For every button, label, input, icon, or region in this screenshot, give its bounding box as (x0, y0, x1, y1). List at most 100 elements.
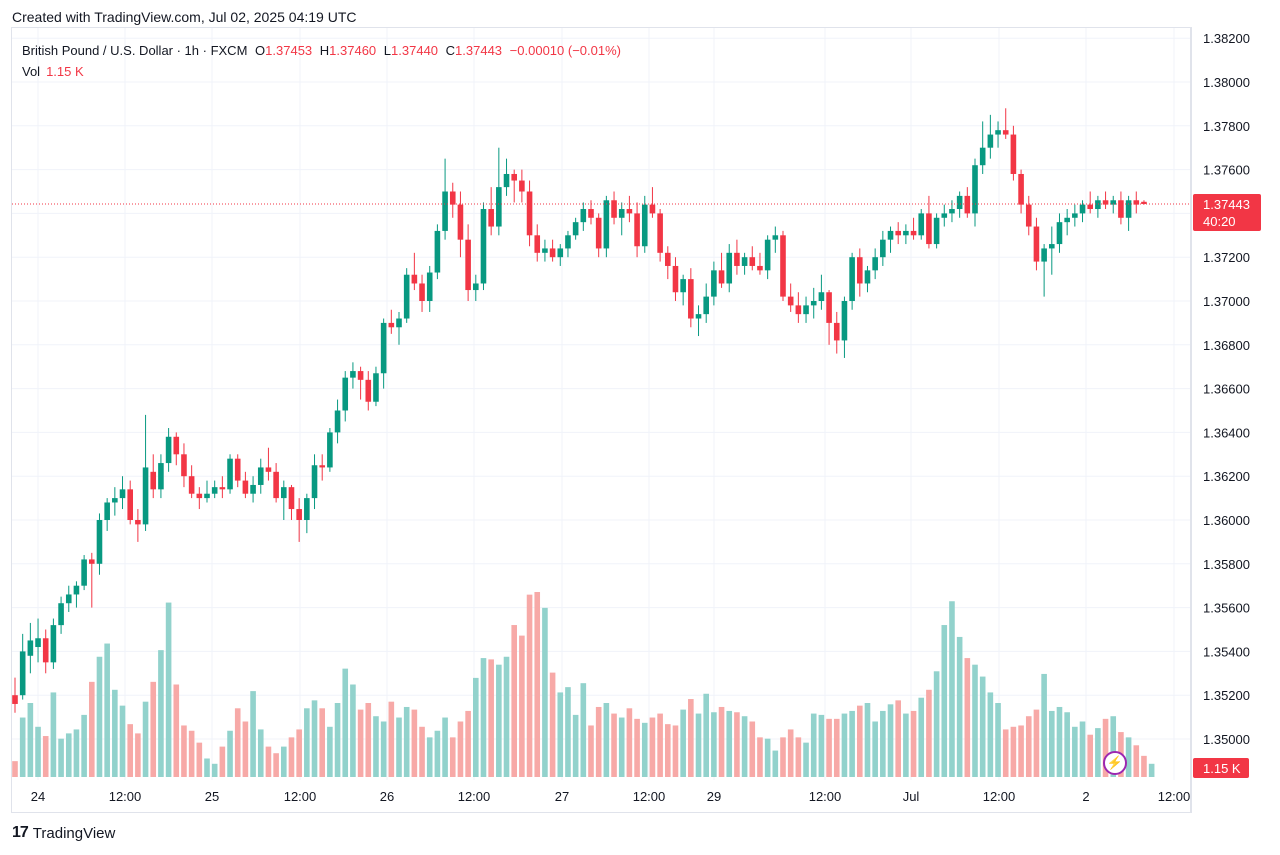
x-tick-label: 12:00 (109, 789, 142, 804)
candle-body (1095, 200, 1101, 210)
time-axis: 24 12:00 25 12:00 26 12:00 27 12:00 29 12:00 Jul 12… (31, 789, 1191, 804)
volume-bar (426, 737, 433, 777)
candle (257, 458, 264, 494)
candle (373, 366, 379, 407)
candle (672, 257, 679, 301)
volume-bar (810, 713, 817, 777)
volume-bar (142, 701, 149, 777)
volume-bar (857, 705, 863, 777)
volume-bar (327, 726, 333, 777)
candle (956, 191, 963, 218)
candle-body (449, 191, 456, 205)
volume-bar (196, 742, 203, 777)
candle (926, 195, 932, 249)
last-price-badge (1193, 194, 1261, 231)
candle-body (979, 147, 986, 166)
candle (903, 224, 909, 245)
candle-body (234, 458, 241, 481)
chart-pane[interactable] (11, 27, 1191, 813)
candle (350, 362, 356, 389)
volume-bar (1056, 706, 1063, 777)
lightning-icon[interactable]: ⚡ (1103, 751, 1127, 775)
candle-body (211, 487, 218, 494)
candle-body (35, 638, 41, 648)
candle-body (142, 467, 149, 525)
volume-bar (50, 692, 57, 777)
volume-bar (595, 706, 602, 777)
candle (933, 213, 940, 249)
candle (227, 454, 233, 494)
candle (841, 296, 848, 358)
candle (1018, 169, 1024, 214)
candle (519, 169, 525, 203)
y-tick-label: 1.36000 (1203, 513, 1250, 528)
candle-body (680, 279, 686, 293)
candle-body (1125, 200, 1132, 218)
candle-body (895, 230, 901, 236)
candle-body (496, 187, 502, 227)
volume-bar (265, 746, 272, 777)
candle (549, 239, 556, 262)
candle (365, 371, 372, 411)
candle (496, 147, 502, 236)
volume-bar (557, 692, 564, 777)
tradingview-logo[interactable]: 17 TradingView (12, 824, 115, 842)
candle-body (403, 274, 410, 319)
candle (595, 213, 602, 258)
candle-body (465, 239, 471, 291)
candle (572, 217, 579, 240)
candle (511, 169, 517, 203)
volume-bar (864, 703, 871, 777)
volume-bar (511, 625, 517, 777)
volume-bar (250, 691, 256, 777)
y-tick-label: 1.36200 (1203, 469, 1250, 484)
candle (542, 239, 548, 262)
candle (311, 454, 318, 510)
candle-body (1141, 201, 1147, 204)
candle (173, 432, 180, 466)
candle-body (864, 270, 871, 284)
candle (726, 244, 733, 293)
candle-body (419, 283, 425, 301)
candle (465, 224, 471, 301)
volume-bar (1041, 673, 1047, 777)
candle-body (257, 467, 264, 485)
candle-body (703, 296, 709, 315)
candle (281, 480, 287, 520)
volume-label[interactable]: Vol (22, 64, 41, 79)
volume-bar (826, 718, 832, 777)
candle (12, 677, 18, 713)
volume-bar (403, 706, 410, 777)
chart-grid (12, 28, 1190, 780)
candle (380, 318, 387, 389)
volume-bar (434, 730, 441, 777)
volume-bar (65, 733, 72, 777)
candle (142, 414, 149, 531)
candle (426, 265, 433, 312)
candle (242, 471, 249, 499)
symbol-title[interactable]: British Pound / U.S. Dollar · 1h · FXCM (22, 43, 248, 58)
candle-body (135, 520, 141, 525)
candle-body (1025, 204, 1032, 227)
candle (58, 596, 64, 634)
candle-body (457, 204, 464, 240)
candle (649, 187, 656, 218)
y-tick-label: 1.37200 (1203, 250, 1250, 265)
candle (112, 487, 118, 516)
candle-body (810, 301, 817, 306)
y-tick-label: 1.35800 (1203, 557, 1250, 572)
candle-body (1002, 130, 1009, 135)
candle-body (58, 603, 64, 626)
volume-bar (81, 714, 87, 777)
volume-bar (419, 726, 425, 777)
candle-body (534, 235, 541, 253)
candle (1095, 195, 1101, 218)
volume-bar (718, 706, 725, 777)
candle (81, 555, 87, 591)
volume-bar (1133, 745, 1140, 777)
y-tick-label: 1.37800 (1203, 119, 1250, 134)
candle-body (910, 230, 917, 236)
candle-body (857, 257, 863, 284)
candle-body (549, 248, 556, 258)
